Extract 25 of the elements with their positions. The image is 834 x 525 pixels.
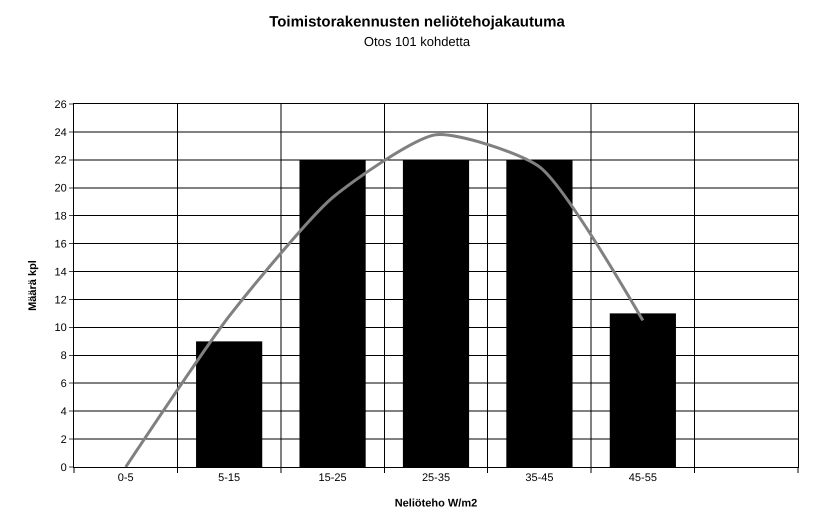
x-tick-label: 5-15 bbox=[218, 472, 240, 484]
y-tick-label: 16 bbox=[54, 238, 67, 250]
y-tick-label: 8 bbox=[60, 350, 67, 362]
x-axis-title: Neliöteho W/m2 bbox=[394, 497, 478, 510]
y-tick-label: 12 bbox=[54, 294, 67, 306]
y-tick-label: 6 bbox=[60, 378, 67, 390]
chart-subtitle: Otos 101 kohdetta bbox=[364, 34, 471, 49]
y-tick-label: 18 bbox=[54, 210, 67, 223]
y-axis-title: Määrä kpl bbox=[27, 260, 40, 311]
y-tick-label: 26 bbox=[54, 98, 67, 111]
y-tick-label: 20 bbox=[54, 182, 67, 195]
y-tick-label: 22 bbox=[54, 154, 67, 167]
y-tick-label: 4 bbox=[60, 406, 67, 418]
x-tick-label: 25-35 bbox=[422, 472, 450, 484]
y-tick-label: 14 bbox=[54, 266, 67, 278]
y-tick-label: 0 bbox=[60, 462, 67, 474]
chart-title: Toimistorakennusten neliötehojakautuma bbox=[269, 13, 566, 30]
line-series bbox=[124, 133, 644, 467]
x-tick-label: 45-55 bbox=[628, 472, 657, 484]
y-tick-label: 24 bbox=[54, 126, 67, 139]
x-tick-label: 0-5 bbox=[118, 472, 134, 484]
x-tick-label: 15-25 bbox=[318, 472, 347, 484]
y-tick-label: 10 bbox=[54, 322, 67, 334]
y-tick-label: 2 bbox=[60, 434, 67, 446]
x-tick-label: 35-45 bbox=[525, 472, 554, 484]
